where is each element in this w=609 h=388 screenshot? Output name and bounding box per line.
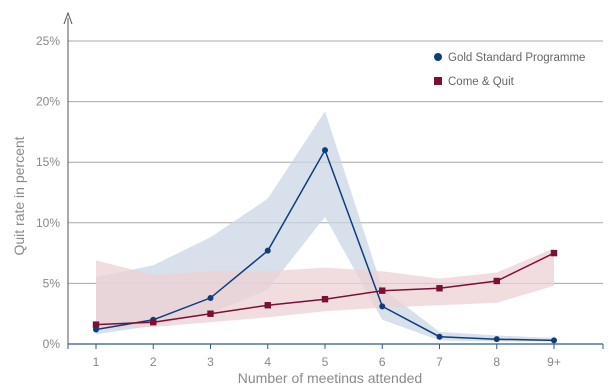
data-point-gold-standard — [551, 337, 557, 344]
x-tick-label: 8 — [493, 355, 500, 369]
data-point-come-and-quit — [379, 287, 386, 294]
legend-label-come-and-quit: Come & Quit — [448, 76, 515, 88]
y-tick-label: 0% — [43, 337, 61, 351]
tick-labels: 0% 5% 10% 15% 20% 25% 1 2 3 4 5 6 7 8 9+ — [36, 34, 561, 369]
x-axis-title: Number of meetings attended — [238, 370, 422, 383]
data-point-come-and-quit — [264, 302, 271, 309]
axes — [63, 11, 604, 349]
x-tick-label: 6 — [379, 355, 386, 369]
x-tick-label: 7 — [436, 355, 443, 369]
data-point-come-and-quit — [321, 295, 329, 303]
legend-label-gold-standard: Gold Standard Programme — [448, 52, 585, 64]
x-tick-label: 5 — [322, 355, 329, 369]
x-tick-label: 9+ — [547, 355, 561, 369]
data-point-come-and-quit — [92, 321, 100, 328]
data-point-come-and-quit — [150, 318, 157, 326]
confidence-band-come-and-quit — [96, 248, 554, 330]
confidence-bands — [96, 111, 554, 342]
series-markers — [92, 147, 558, 344]
y-tick-label: 15% — [36, 155, 60, 169]
legend-marker-come-and-quit — [434, 77, 442, 85]
y-axis-title: Quit rate in percent — [11, 136, 27, 255]
y-tick-label: 5% — [43, 276, 61, 290]
data-point-gold-standard — [379, 303, 386, 310]
x-tick-label: 3 — [207, 355, 214, 369]
x-tick-label: 1 — [93, 355, 100, 369]
x-tick-label: 2 — [150, 355, 157, 369]
y-tick-label: 10% — [36, 216, 60, 230]
data-point-come-and-quit — [493, 277, 500, 285]
data-point-gold-standard — [436, 333, 443, 340]
data-point-gold-standard — [93, 326, 99, 333]
x-tick-label: 4 — [264, 355, 271, 369]
legend: Gold Standard Programme Come & Quit — [434, 52, 585, 88]
y-axis-arrow — [63, 11, 73, 25]
legend-marker-gold-standard — [434, 53, 442, 61]
data-point-come-and-quit — [207, 310, 214, 317]
data-point-gold-standard — [322, 147, 328, 154]
data-point-come-and-quit — [550, 249, 558, 257]
data-point-gold-standard — [493, 336, 500, 343]
y-tick-label: 20% — [36, 95, 60, 109]
y-tick-label: 25% — [36, 34, 60, 48]
data-point-come-and-quit — [436, 285, 443, 292]
data-point-gold-standard — [207, 294, 214, 301]
data-point-gold-standard — [264, 247, 271, 254]
